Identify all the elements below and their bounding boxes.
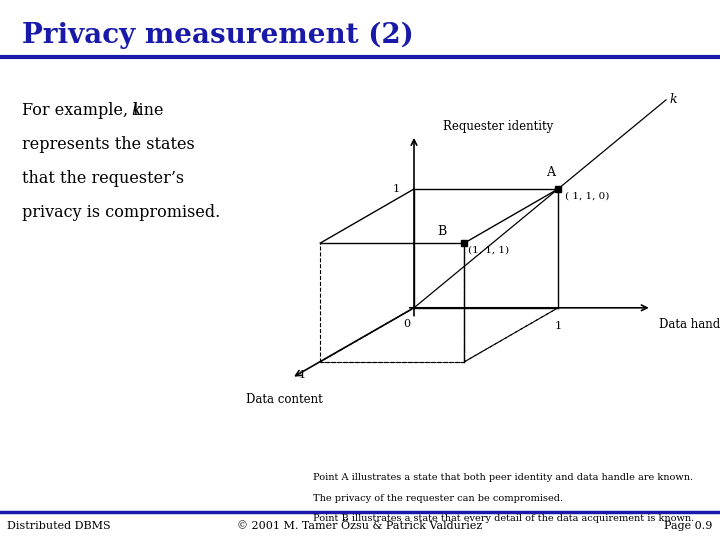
Text: privacy is compromised.: privacy is compromised. bbox=[22, 204, 220, 221]
Text: k: k bbox=[670, 93, 678, 106]
Text: The privacy of the requester can be compromised.: The privacy of the requester can be comp… bbox=[313, 494, 563, 503]
Text: 1: 1 bbox=[299, 370, 306, 380]
Text: Page 0.9: Page 0.9 bbox=[665, 521, 713, 531]
Text: that the requester’s: that the requester’s bbox=[22, 170, 184, 187]
Text: For example, line: For example, line bbox=[22, 102, 168, 119]
Text: 0: 0 bbox=[403, 319, 410, 329]
Text: (1, 1, 1): (1, 1, 1) bbox=[468, 246, 509, 255]
Text: 1: 1 bbox=[554, 321, 562, 332]
Text: 1: 1 bbox=[392, 184, 400, 194]
Text: Distributed DBMS: Distributed DBMS bbox=[7, 521, 111, 531]
Text: A: A bbox=[546, 166, 555, 179]
Text: k: k bbox=[131, 102, 141, 119]
Text: Point A illustrates a state that both peer identity and data handle are known.: Point A illustrates a state that both pe… bbox=[313, 474, 693, 482]
Text: Privacy measurement (2): Privacy measurement (2) bbox=[22, 22, 413, 49]
Text: ( 1, 1, 0): ( 1, 1, 0) bbox=[565, 192, 610, 201]
Text: © 2001 M. Tamer Özsu & Patrick Valduriez: © 2001 M. Tamer Özsu & Patrick Valduriez bbox=[238, 521, 482, 531]
Text: represents the states: represents the states bbox=[22, 136, 194, 153]
Text: Requester identity: Requester identity bbox=[443, 120, 553, 133]
Text: Data content: Data content bbox=[246, 393, 323, 406]
Text: B: B bbox=[437, 225, 446, 238]
Text: Point B illustrates a state that every detail of the data acquirement is known.: Point B illustrates a state that every d… bbox=[313, 515, 695, 523]
Text: Data handle: Data handle bbox=[659, 318, 720, 330]
